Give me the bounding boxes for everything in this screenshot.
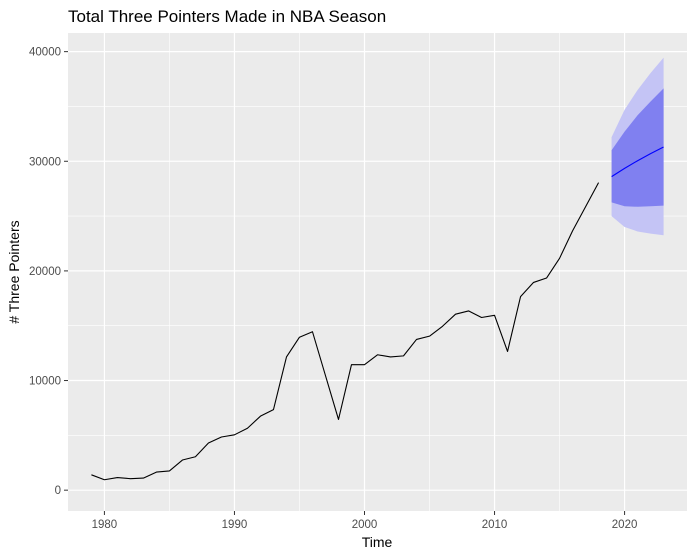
y-tick-label: 40000 bbox=[29, 47, 61, 59]
y-tick-label: 0 bbox=[55, 485, 61, 497]
series-lines bbox=[91, 146, 664, 481]
y-tick-label: 30000 bbox=[29, 156, 61, 168]
plot-panel bbox=[68, 33, 687, 511]
forecast-line bbox=[611, 146, 664, 178]
x-tick-label: 2010 bbox=[482, 519, 508, 531]
forecast-bands bbox=[611, 57, 664, 236]
y-tick-label: 10000 bbox=[29, 376, 61, 388]
x-tick-label: 1980 bbox=[92, 519, 118, 531]
y-axis-title: # Three Pointers bbox=[6, 220, 22, 323]
x-axis-title: Time bbox=[362, 534, 393, 550]
grid-minor bbox=[68, 33, 687, 511]
grid-major bbox=[68, 33, 687, 511]
chart-title: Total Three Pointers Made in NBA Season bbox=[68, 7, 386, 26]
history-line bbox=[91, 182, 600, 481]
y-tick-label: 20000 bbox=[29, 266, 61, 278]
x-tick-label: 1990 bbox=[222, 519, 248, 531]
forecast-band-80 bbox=[611, 88, 664, 207]
axes: 1980 1990 2000 2010 2020 0 10000 20000 30000 4000… bbox=[29, 47, 637, 531]
x-tick-label: 2000 bbox=[352, 519, 378, 531]
x-tick-label: 2020 bbox=[612, 519, 638, 531]
